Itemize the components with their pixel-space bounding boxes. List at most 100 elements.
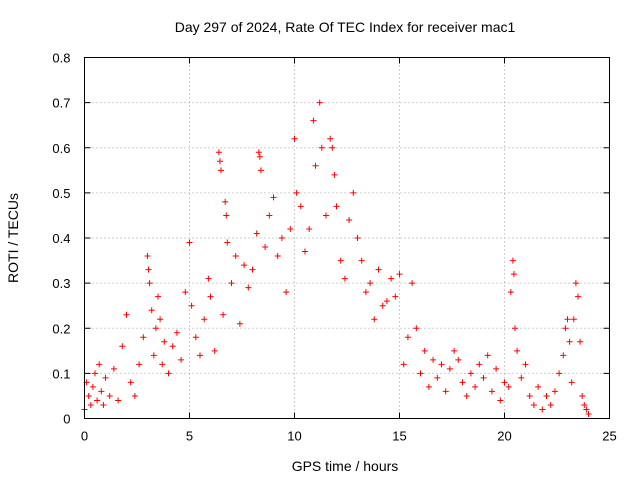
data-point (522, 361, 529, 368)
data-point (451, 347, 458, 354)
data-point (92, 370, 98, 377)
data-point (467, 370, 474, 377)
data-point (438, 361, 445, 368)
data-point (455, 356, 462, 363)
data-point (222, 198, 229, 205)
data-point (484, 352, 491, 359)
data-point (425, 383, 432, 390)
data-point (165, 370, 172, 377)
data-point (497, 397, 504, 404)
data-point (228, 280, 235, 287)
data-point (161, 338, 168, 345)
y-tick-label: 0.6 (52, 141, 70, 156)
data-point (106, 392, 113, 399)
data-point (318, 144, 325, 151)
data-point (371, 316, 378, 323)
data-point (201, 316, 208, 323)
x-tick-label: 20 (497, 429, 511, 444)
data-point (579, 392, 586, 399)
data-point (266, 212, 273, 219)
data-points (81, 99, 592, 417)
data-point (388, 275, 395, 282)
data-point (560, 352, 567, 359)
axis-ticks: 0 5 10 15 20 25 0 0.1 0.2 0.3 0.4 0.5 0.6 0.7 0.8 (52, 51, 616, 444)
data-point (173, 329, 180, 336)
data-point (472, 383, 479, 390)
data-point (488, 388, 495, 395)
data-point (331, 171, 338, 178)
data-point (354, 235, 361, 241)
data-point (148, 307, 155, 314)
data-point (110, 365, 117, 372)
data-point (223, 212, 230, 219)
data-point (404, 334, 411, 341)
data-point (463, 392, 470, 399)
data-point (562, 325, 569, 332)
data-point (283, 289, 290, 296)
data-point (396, 271, 403, 278)
data-point (570, 316, 577, 323)
data-point (218, 167, 224, 174)
data-point (278, 235, 285, 241)
data-point (430, 356, 437, 363)
data-point (140, 334, 147, 341)
data-point (551, 388, 558, 395)
data-point (333, 203, 340, 210)
x-tick-label: 0 (81, 429, 88, 444)
data-point (100, 401, 107, 408)
data-point (512, 325, 518, 332)
data-point (157, 316, 164, 323)
data-point (102, 374, 109, 381)
data-point (509, 257, 516, 264)
data-point (547, 401, 554, 408)
data-point (316, 99, 323, 106)
grid-lines (84, 57, 610, 419)
data-point (287, 225, 294, 232)
data-point (249, 266, 256, 273)
data-point (310, 117, 317, 124)
data-point (98, 388, 105, 395)
data-point (146, 280, 153, 287)
data-point (87, 401, 94, 408)
data-point (400, 361, 407, 368)
data-point (297, 203, 304, 210)
data-point (89, 383, 96, 390)
y-axis-label: ROTI / TECUs (5, 193, 21, 283)
data-point (197, 352, 203, 359)
data-point (346, 216, 353, 223)
data-point (192, 334, 199, 341)
y-tick-label: 0.2 (52, 321, 70, 336)
data-point (358, 257, 365, 264)
data-point (127, 379, 134, 386)
data-point (152, 325, 159, 332)
data-point (262, 244, 269, 251)
data-point (329, 144, 336, 151)
data-point (150, 352, 157, 359)
data-point (274, 253, 281, 260)
data-point (291, 135, 298, 142)
x-tick-label: 5 (186, 429, 193, 444)
data-point (220, 311, 227, 318)
data-point (530, 401, 537, 408)
data-point (216, 158, 223, 165)
x-tick-label: 15 (392, 429, 406, 444)
data-point (341, 275, 348, 282)
data-point (256, 153, 263, 160)
data-point (585, 410, 592, 417)
data-point (145, 266, 152, 273)
data-point (144, 253, 151, 260)
data-point (421, 347, 428, 354)
data-point (476, 361, 483, 368)
data-point (480, 374, 487, 381)
data-point (94, 397, 101, 404)
data-point (581, 401, 588, 408)
data-point (115, 397, 122, 404)
data-point (302, 248, 308, 255)
data-point (526, 392, 533, 399)
data-point (514, 347, 521, 354)
data-point (337, 257, 344, 264)
data-point (535, 383, 542, 390)
data-point (583, 406, 590, 413)
data-point (543, 392, 550, 399)
